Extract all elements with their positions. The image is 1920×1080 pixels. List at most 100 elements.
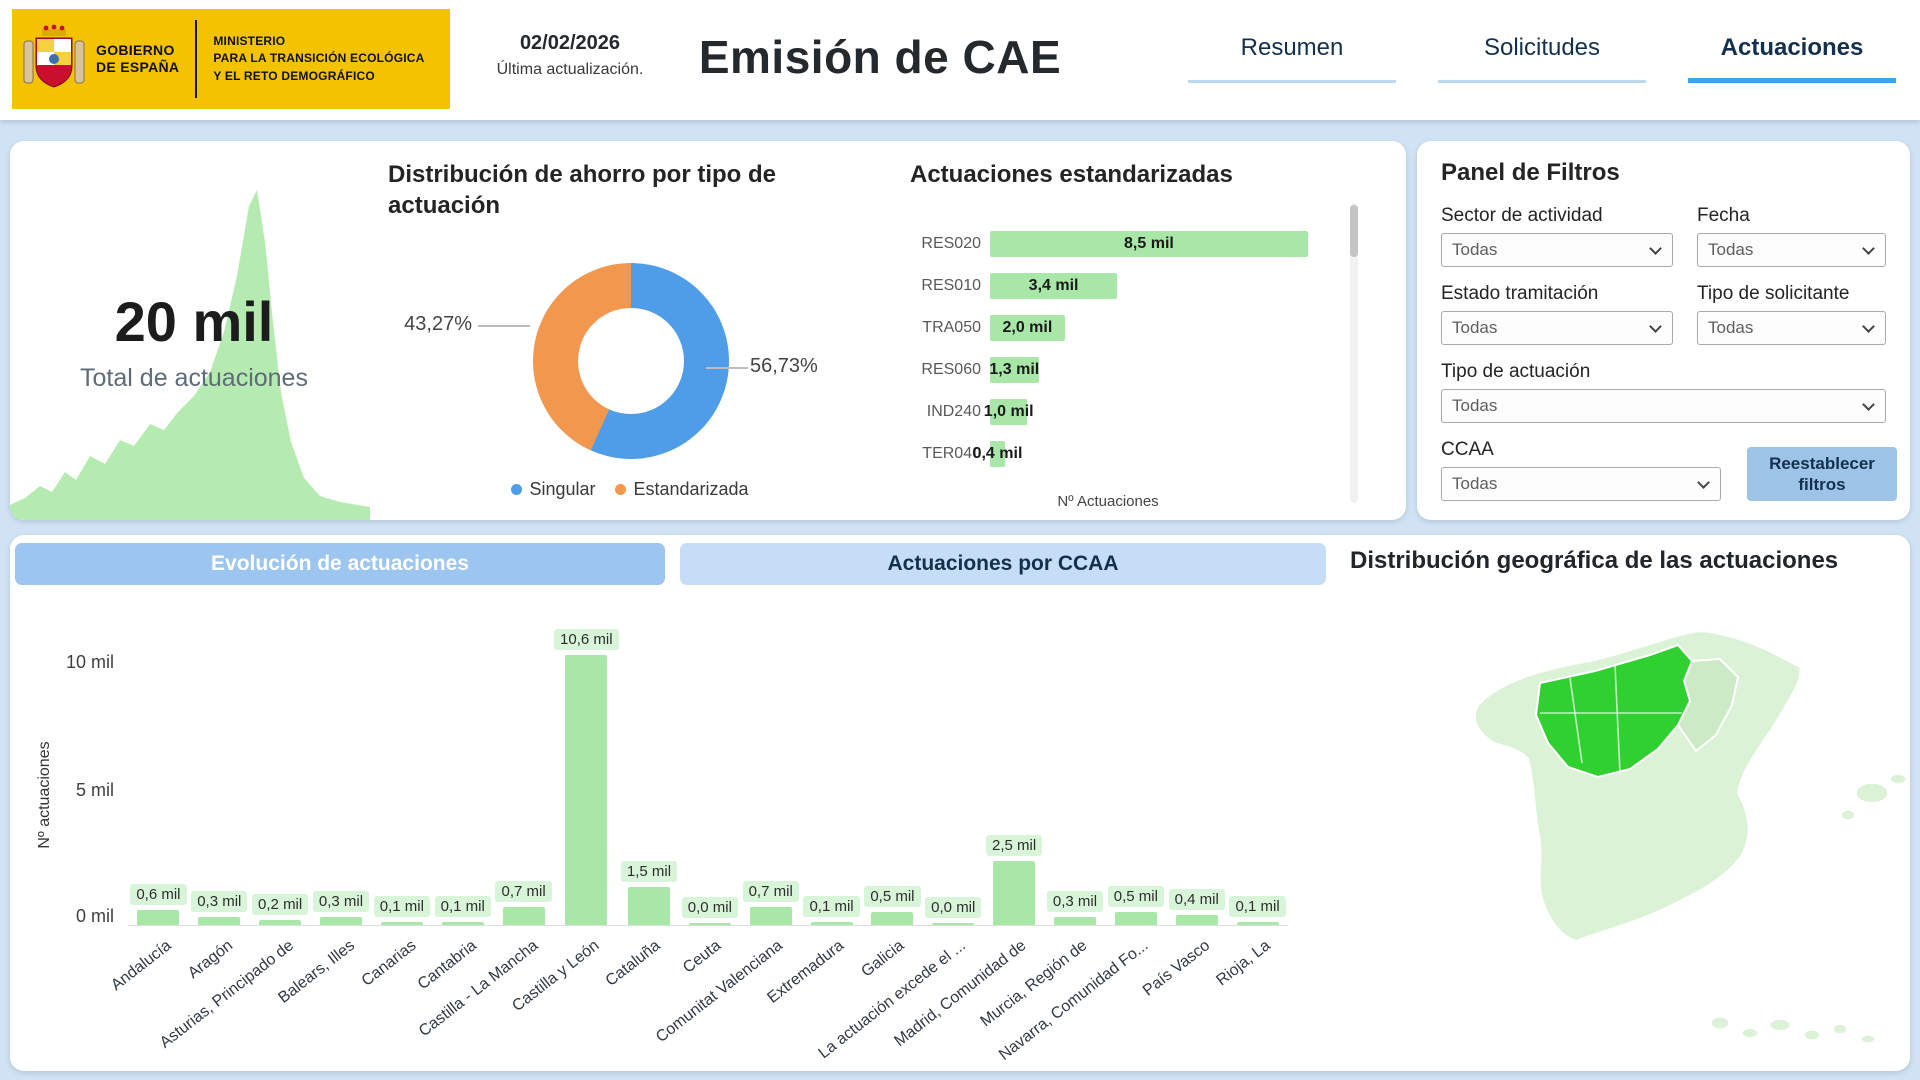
filter-tipo-actuacion-dropdown[interactable]: Todas [1441, 389, 1886, 423]
category-label: Rioja, La [1213, 937, 1274, 990]
ministerio-text: MINISTERIO PARA LA TRANSICIÓN ECOLÓGICA … [213, 33, 425, 83]
bar-value-label: 0,5 mil [1107, 886, 1164, 908]
ccaa-bar[interactable] [259, 919, 302, 925]
y-tick-10: 10 mil [65, 652, 114, 672]
y-tick-5: 5 mil [75, 780, 114, 800]
category-label: Murcia, Región de [978, 937, 1091, 1031]
ccaa-category-labels: Andalucía Aragón Asturias, Principado de Ba… [108, 931, 1288, 1069]
donut-percent-estandarizada: 43,27% [404, 313, 472, 335]
reset-filters-button[interactable]: Reestablecer filtros [1747, 447, 1897, 501]
map-island-ibiza [1840, 809, 1856, 821]
filter-estado-dropdown[interactable]: Todas [1441, 311, 1673, 345]
tab-solicitudes[interactable]: Solicitudes [1438, 34, 1646, 83]
tab-actuaciones-por-ccaa[interactable]: Actuaciones por CCAA [680, 543, 1326, 585]
dropdown-value: Todas [1452, 396, 1498, 415]
ccaa-bar[interactable] [320, 917, 362, 925]
spain-coat-of-arms-icon [23, 24, 85, 88]
donut-percent-singular: 56,73% [750, 355, 818, 377]
map-island-canaria [1832, 1023, 1848, 1035]
bar-value-label: 1,3 mil [989, 361, 1040, 378]
standardized-bar[interactable]: 1,0 mil [984, 399, 1034, 425]
ccaa-bar[interactable] [932, 923, 975, 925]
category-label: Cataluña [602, 937, 664, 990]
dropdown-value: Todas [1452, 318, 1498, 337]
ccaa-bar[interactable] [380, 922, 423, 925]
standardized-chart-title: Actuaciones estandarizadas [910, 161, 1233, 188]
ccaa-bar-chart: 0,6 mil 0,3 mil 0,2 mil 0,3 mil 0,1 mil 0,1 m… [128, 535, 1288, 925]
dropdown-value: Todas [1708, 240, 1754, 259]
nav-tabs: Resumen Solicitudes Actuaciones [1188, 34, 1896, 83]
ccaa-bar[interactable] [137, 909, 180, 925]
filter-label-tipo-actuacion: Tipo de actuación [1441, 361, 1591, 382]
ccaa-bar[interactable] [993, 861, 1036, 925]
ccaa-bar-column: 0,3 mil [189, 891, 250, 925]
ccaa-bar[interactable] [1236, 922, 1279, 925]
ccaa-bar[interactable] [502, 907, 545, 925]
filter-solicitante-dropdown[interactable]: Todas [1697, 311, 1886, 345]
standardized-bar-row: TER040 0,4 mil [910, 433, 1308, 475]
category-label: Canarias [358, 937, 420, 990]
ccaa-bar[interactable] [1175, 914, 1218, 925]
tab-actuaciones[interactable]: Actuaciones [1688, 34, 1896, 83]
kpi-value: 20 mil [114, 290, 274, 353]
legend-item-estandarizada[interactable]: Estandarizada [615, 479, 749, 500]
gobierno-de-espana-logo: GOBIERNO DE ESPAÑA MINISTERIO PARA LA TR… [12, 9, 450, 109]
legend-label: Singular [529, 479, 596, 499]
ccaa-bar[interactable] [871, 912, 914, 925]
standardized-bar[interactable]: 2,0 mil [990, 315, 1065, 341]
ccaa-bar[interactable] [1114, 912, 1157, 925]
ccaa-bar[interactable] [441, 922, 484, 925]
filter-fecha-dropdown[interactable]: Todas [1697, 233, 1886, 267]
bar-value-label: 1,0 mil [983, 403, 1034, 420]
donut-chart-title: Distribución de ahorro por tipo de actua… [388, 161, 777, 220]
dropdown-value: Todas [1452, 240, 1498, 259]
kpi-total-actuaciones: 20 mil Total de actuaciones [38, 289, 350, 393]
chevron-down-icon [1862, 242, 1875, 255]
tab-evolucion-actuaciones[interactable]: Evolución de actuaciones [15, 543, 665, 585]
ccaa-bar[interactable] [627, 886, 670, 925]
bar-value-label: 0,3 mil [312, 891, 370, 913]
standardized-bar-row: IND240 1,0 mil [910, 391, 1308, 433]
bar-value-label: 0,7 mil [742, 881, 799, 903]
bar-value-label: 0,2 mil [252, 893, 309, 915]
y-tick-0: 0 mil [75, 906, 114, 926]
ccaa-bar[interactable] [565, 654, 608, 925]
dropdown-value: Todas [1452, 474, 1498, 493]
category-label: Aragón [184, 937, 237, 983]
standardized-bar[interactable]: 0,4 mil [973, 441, 1022, 467]
filter-ccaa-dropdown[interactable]: Todas [1441, 467, 1721, 501]
bar-category-label: IND240 [926, 403, 981, 420]
ccaa-bar[interactable] [198, 917, 241, 925]
gobierno-text: GOBIERNO DE ESPAÑA [96, 41, 180, 76]
bar-value-label: 0,0 mil [925, 897, 982, 918]
scrollbar-thumb[interactable] [1350, 205, 1358, 257]
chevron-down-icon [1649, 320, 1662, 333]
standardized-bar[interactable]: 1,3 mil [989, 357, 1040, 383]
last-update-caption: Última actualización. [496, 61, 644, 78]
map-title: Distribución geográfica de las actuacion… [1350, 547, 1839, 574]
ccaa-bar-column: 0,4 mil [1166, 888, 1227, 925]
standardized-axis-label: Nº Actuaciones [1057, 493, 1159, 510]
ccaa-bar[interactable] [749, 907, 792, 925]
legend-dot-estandarizada [615, 484, 627, 495]
filter-sector-dropdown[interactable]: Todas [1441, 233, 1673, 267]
bar-value-label: 0,1 mil [434, 896, 491, 918]
bar-category-label: RES020 [921, 235, 981, 252]
scrollbar-track[interactable] [1350, 203, 1358, 503]
kpi-area-chart [10, 190, 370, 520]
filter-panel: Panel de Filtros Sector de actividad Fec… [1417, 141, 1910, 520]
standardized-bar[interactable]: 3,4 mil [990, 273, 1118, 299]
standardized-bar-chart: RES020 8,5 mil RES010 3,4 mil TRA050 2,0 mil R… [910, 223, 1308, 475]
bar-value-label: 0,7 mil [495, 881, 552, 903]
standardized-bar[interactable]: 8,5 mil [990, 231, 1308, 257]
ccaa-bar[interactable] [688, 923, 731, 925]
legend-item-singular[interactable]: Singular [511, 479, 595, 500]
tab-resumen[interactable]: Resumen [1188, 34, 1396, 83]
spain-map[interactable] [1420, 583, 1910, 1068]
category-label: Castilla - La Mancha [415, 937, 542, 1041]
ccaa-bar[interactable] [810, 922, 853, 925]
ccaa-bar[interactable] [1053, 917, 1096, 925]
ccaa-bar-column: 0,2 mil [250, 893, 311, 925]
bar-value-label: 0,1 mil [373, 896, 430, 918]
kpi-label: Total de actuaciones [80, 364, 308, 392]
